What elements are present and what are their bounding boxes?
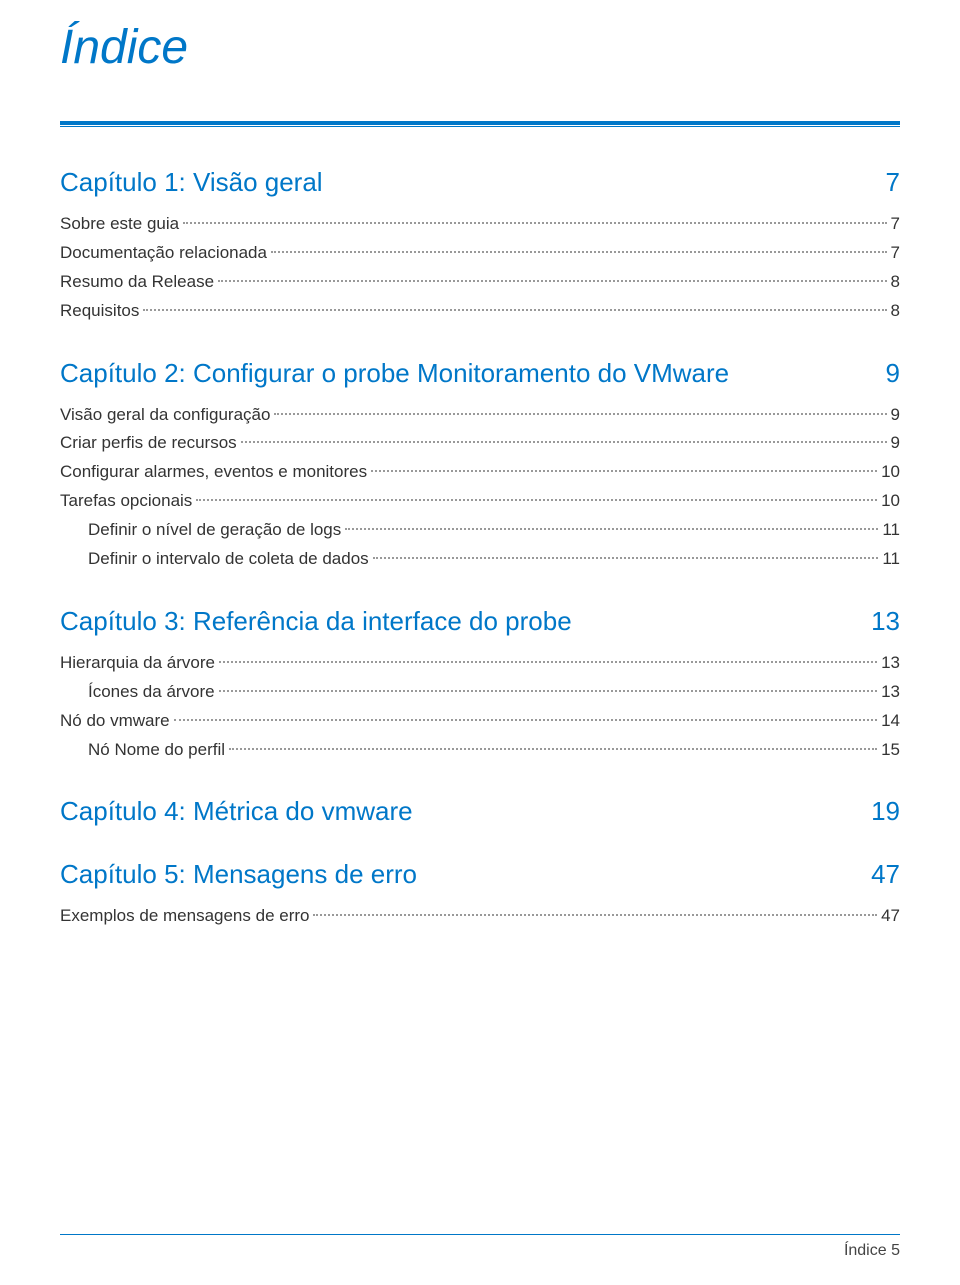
toc-entry-label: Definir o nível de geração de logs <box>88 516 341 545</box>
footer-label: Índice <box>844 1242 887 1259</box>
chapter-title: Capítulo 4: Métrica do vmware 19 <box>60 796 900 827</box>
toc-entry-page: 10 <box>881 487 900 516</box>
chapter-title-text: Capítulo 4: Métrica do vmware <box>60 796 413 827</box>
toc-entry-label: Criar perfis de recursos <box>60 429 237 458</box>
toc-leader-dots <box>183 222 886 224</box>
toc-entry-page: 14 <box>881 707 900 736</box>
toc-entry: Configurar alarmes, eventos e monitores 1… <box>60 458 900 487</box>
toc-leader-dots <box>373 557 879 559</box>
toc-entry-label: Tarefas opcionais <box>60 487 192 516</box>
toc-entry-page: 11 <box>882 545 900 574</box>
toc-entry-label: Definir o intervalo de coleta de dados <box>88 545 369 574</box>
page-title: Índice <box>60 20 900 81</box>
title-rule-thin <box>60 126 900 127</box>
toc-leader-dots <box>345 528 878 530</box>
toc-entry-page: 7 <box>891 239 900 268</box>
toc-entry: Exemplos de mensagens de erro 47 <box>60 902 900 931</box>
toc-entry-page: 13 <box>881 649 900 678</box>
toc-entry: Definir o nível de geração de logs 11 <box>60 516 900 545</box>
chapter-title-text: Capítulo 1: Visão geral <box>60 167 323 198</box>
toc-entry: Criar perfis de recursos 9 <box>60 429 900 458</box>
toc-leader-dots <box>219 661 877 663</box>
toc-entry-label: Nó do vmware <box>60 707 170 736</box>
toc-entry: Sobre este guia 7 <box>60 210 900 239</box>
chapter-title-text: Capítulo 2: Configurar o probe Monitoram… <box>60 358 729 389</box>
toc-leader-dots <box>371 470 877 472</box>
toc-entry: Requisitos 8 <box>60 297 900 326</box>
toc-leader-dots <box>241 441 887 443</box>
chapter-page-number: 47 <box>871 859 900 890</box>
title-rule-thick <box>60 121 900 125</box>
toc-entry-label: Exemplos de mensagens de erro <box>60 902 309 931</box>
toc-leader-dots <box>274 413 886 415</box>
toc-entry-label: Configurar alarmes, eventos e monitores <box>60 458 367 487</box>
toc-entry-page: 8 <box>891 297 900 326</box>
chapter-title: Capítulo 2: Configurar o probe Monitoram… <box>60 358 900 389</box>
toc-entry-label: Ícones da árvore <box>88 678 215 707</box>
toc-entry: Hierarquia da árvore 13 <box>60 649 900 678</box>
toc-entry: Documentação relacionada 7 <box>60 239 900 268</box>
toc-leader-dots <box>196 499 877 501</box>
toc-entry: Tarefas opcionais 10 <box>60 487 900 516</box>
toc-entry-page: 10 <box>881 458 900 487</box>
chapter-page-number: 13 <box>871 606 900 637</box>
chapter-title: Capítulo 5: Mensagens de erro 47 <box>60 859 900 890</box>
toc-entry-page: 11 <box>882 516 900 545</box>
toc-entry: Nó Nome do perfil 15 <box>60 736 900 765</box>
footer-page: 5 <box>891 1242 900 1259</box>
toc-entry-page: 9 <box>891 429 900 458</box>
toc-entry-page: 7 <box>891 210 900 239</box>
toc-leader-dots <box>219 690 877 692</box>
toc-leader-dots <box>271 251 887 253</box>
toc-entry-page: 15 <box>881 736 900 765</box>
toc-entry-label: Hierarquia da árvore <box>60 649 215 678</box>
footer-rule <box>60 1234 900 1235</box>
toc-entry-label: Visão geral da configuração <box>60 401 270 430</box>
toc-entry: Definir o intervalo de coleta de dados 11 <box>60 545 900 574</box>
toc-entry-label: Nó Nome do perfil <box>88 736 225 765</box>
toc-leader-dots <box>174 719 877 721</box>
toc-entry: Visão geral da configuração 9 <box>60 401 900 430</box>
toc-entry: Ícones da árvore 13 <box>60 678 900 707</box>
toc-entry-label: Sobre este guia <box>60 210 179 239</box>
toc-entry-label: Documentação relacionada <box>60 239 267 268</box>
toc-entry-label: Resumo da Release <box>60 268 214 297</box>
chapter-page-number: 19 <box>871 796 900 827</box>
toc-leader-dots <box>229 748 877 750</box>
toc-container: Capítulo 1: Visão geral 7 Sobre este guia 7… <box>60 167 900 931</box>
chapter-page-number: 7 <box>886 167 900 198</box>
chapter-title: Capítulo 3: Referência da interface do p… <box>60 606 900 637</box>
toc-entry: Nó do vmware 14 <box>60 707 900 736</box>
chapter-page-number: 9 <box>886 358 900 389</box>
chapter-title: Capítulo 1: Visão geral 7 <box>60 167 900 198</box>
footer-text: Índice 5 <box>844 1242 900 1260</box>
toc-leader-dots <box>143 309 886 311</box>
toc-entry: Resumo da Release 8 <box>60 268 900 297</box>
toc-leader-dots <box>313 914 877 916</box>
toc-entry-page: 13 <box>881 678 900 707</box>
toc-entry-label: Requisitos <box>60 297 139 326</box>
toc-leader-dots <box>218 280 887 282</box>
toc-entry-page: 47 <box>881 902 900 931</box>
toc-entry-page: 9 <box>891 401 900 430</box>
toc-entry-page: 8 <box>891 268 900 297</box>
chapter-title-text: Capítulo 3: Referência da interface do p… <box>60 606 572 637</box>
chapter-title-text: Capítulo 5: Mensagens de erro <box>60 859 417 890</box>
